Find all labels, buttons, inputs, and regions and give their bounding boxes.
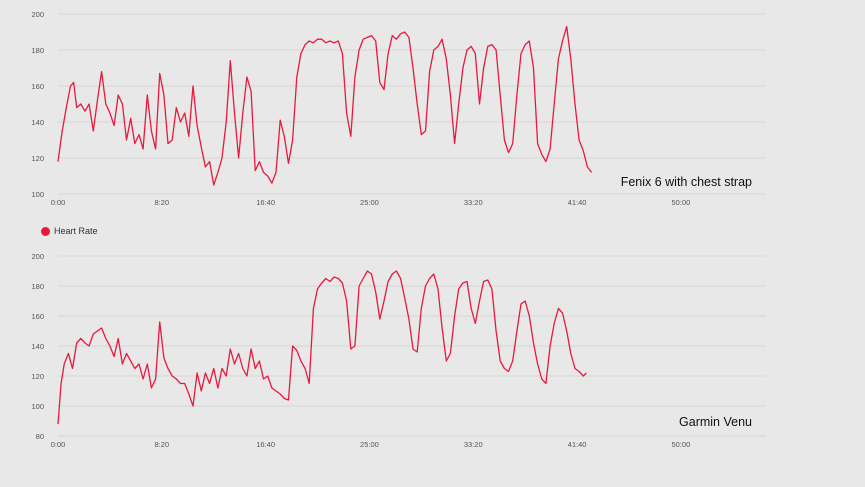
x-tick-label: 8:20 xyxy=(155,198,170,207)
x-tick-label: 33:20 xyxy=(464,198,483,207)
x-tick-label: 16:40 xyxy=(256,440,275,449)
legend[interactable]: Heart Rate xyxy=(41,226,98,236)
x-tick-label: 50:00 xyxy=(671,198,690,207)
x-tick-label: 16:40 xyxy=(256,198,275,207)
y-tick-label: 160 xyxy=(31,312,44,321)
x-tick-label: 41:40 xyxy=(568,198,587,207)
x-tick-label: 25:00 xyxy=(360,440,379,449)
chart-annotation: Fenix 6 with chest strap xyxy=(621,175,752,189)
chart-annotation: Garmin Venu xyxy=(679,415,752,429)
y-tick-label: 200 xyxy=(31,252,44,261)
series-line-heart-rate xyxy=(57,270,587,425)
legend-dot xyxy=(41,226,50,236)
y-tick-label: 180 xyxy=(31,46,44,55)
y-tick-label: 140 xyxy=(31,118,44,127)
x-tick-label: 8:20 xyxy=(155,440,170,449)
chart-garmin-venu: 80 100 120 140 160 180 200 0:00 8:20 16:40 25:00 33… xyxy=(31,252,766,449)
x-tick-label: 33:20 xyxy=(464,440,483,449)
y-tick-label: 100 xyxy=(31,190,44,199)
x-tick-label: 50:00 xyxy=(671,440,690,449)
y-tick-label: 120 xyxy=(31,372,44,381)
series-line-heart-rate xyxy=(57,25,593,186)
y-tick-label: 180 xyxy=(31,282,44,291)
legend-label: Heart Rate xyxy=(54,226,98,236)
y-tick-label: 140 xyxy=(31,342,44,351)
x-tick-label: 41:40 xyxy=(568,440,587,449)
x-tick-label: 0:00 xyxy=(51,198,66,207)
x-tick-label: 25:00 xyxy=(360,198,379,207)
x-tick-label: 0:00 xyxy=(51,440,66,449)
y-tick-label: 200 xyxy=(31,10,44,19)
y-tick-label: 100 xyxy=(31,402,44,411)
y-tick-label: 160 xyxy=(31,82,44,91)
chart-fenix-6: 100 120 140 160 180 200 0:00 8:20 16:40 25:00 33:2… xyxy=(31,10,766,207)
y-tick-label: 120 xyxy=(31,154,44,163)
y-tick-label: 80 xyxy=(36,432,44,441)
